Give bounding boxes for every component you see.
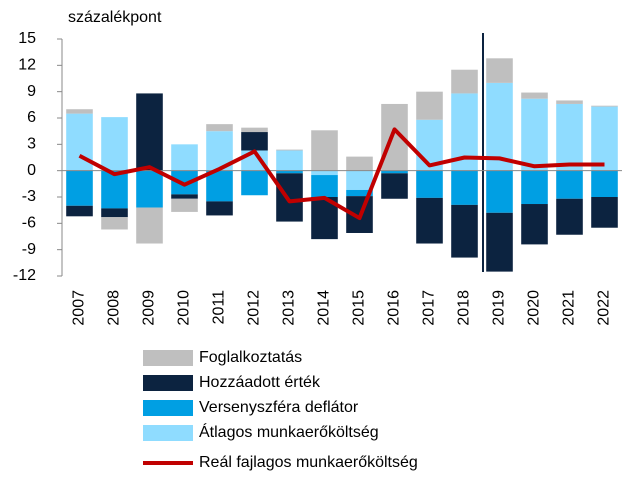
bar-segment <box>416 170 443 198</box>
y-tick-label: 12 <box>18 57 36 74</box>
bar-segment <box>591 197 618 228</box>
x-tick-label: 2008 <box>106 290 123 326</box>
bar-segment <box>136 207 163 244</box>
bar-segment <box>101 217 128 230</box>
bar-segment <box>381 170 408 174</box>
y-tick-label: -6 <box>22 215 36 232</box>
bar-segment <box>346 170 373 190</box>
x-tick-label: 2009 <box>141 290 158 326</box>
bar-segment <box>101 117 128 171</box>
bar-segment <box>101 208 128 218</box>
x-tick-label: 2012 <box>246 290 263 326</box>
y-tick-label: -12 <box>13 267 36 284</box>
bar-segment <box>66 205 93 217</box>
bar-segment <box>416 197 443 244</box>
bar-segment <box>381 173 408 199</box>
x-tick-label: 2016 <box>386 290 403 326</box>
bar-segment <box>486 58 513 83</box>
y-tick-label: -3 <box>22 188 36 205</box>
bar-segment <box>66 170 93 206</box>
bar-segment <box>101 170 128 209</box>
line <box>78 127 605 221</box>
y-tick-label: 6 <box>27 109 36 126</box>
x-tick-label: 2010 <box>176 290 193 326</box>
bar-segment <box>171 194 198 199</box>
bar-segment <box>276 170 303 174</box>
y-axis-label: százalékpont <box>68 9 162 26</box>
bar-segment <box>206 201 233 216</box>
x-tick-label: 2018 <box>456 290 473 326</box>
bar-segment <box>276 150 303 171</box>
bar-segment <box>521 170 548 205</box>
x-tick-label: 2014 <box>316 290 333 326</box>
legend-label: Versenyszféra deflátor <box>199 399 359 416</box>
y-tick-label: 9 <box>27 83 36 100</box>
bar-segment <box>591 106 618 171</box>
x-tick-label: 2017 <box>421 290 438 326</box>
legend-label: Reál fajlagos munkaerőköltség <box>199 454 418 471</box>
bar-segment <box>416 91 443 120</box>
bar-segment <box>591 170 618 197</box>
bar-segment <box>171 144 198 171</box>
bar-segment <box>521 204 548 245</box>
y-tick-label: 0 <box>27 162 36 179</box>
bar-segment <box>136 93 163 171</box>
bar-segment <box>521 98 548 171</box>
bar-segment <box>136 170 163 208</box>
bar-segment <box>556 103 583 171</box>
x-tick-label: 2020 <box>526 290 543 326</box>
legend-swatch <box>143 400 193 416</box>
x-tick-label: 2011 <box>211 290 228 325</box>
x-tick-label: 2022 <box>596 290 613 326</box>
y-tick-label: 15 <box>18 30 36 47</box>
x-tick-label: 2013 <box>281 290 298 326</box>
bar-segment <box>486 212 513 272</box>
bar-segment <box>276 173 303 222</box>
legend-swatch <box>143 375 193 391</box>
bar-segment <box>241 127 268 133</box>
bar-segment <box>241 170 268 196</box>
bars <box>66 58 618 272</box>
bar-segment <box>311 170 338 176</box>
legend-swatch <box>143 425 193 441</box>
x-tick-label: 2021 <box>561 290 578 326</box>
legend-label: Foglalkoztatás <box>199 349 302 366</box>
bar-segment <box>451 204 478 258</box>
bar-segment <box>346 156 373 171</box>
bar-segment <box>486 170 513 213</box>
legend-label: Hozzáadott érték <box>199 374 321 391</box>
bar-segment <box>206 124 233 132</box>
bar-segment <box>346 189 373 197</box>
bar-segment <box>276 149 303 151</box>
bar-segment <box>591 105 618 107</box>
legend-swatch <box>143 350 193 366</box>
bar-segment <box>311 175 338 197</box>
bar-segment <box>206 170 233 202</box>
bar-segment <box>171 198 198 212</box>
bar-segment <box>66 109 93 114</box>
bar-segment <box>311 130 338 171</box>
bar-segment <box>451 170 478 205</box>
bar-segment <box>521 92 548 99</box>
x-tick-label: 2015 <box>351 290 368 326</box>
bar-segment <box>451 69 478 94</box>
y-tick-label: -9 <box>22 241 36 258</box>
bar-segment <box>556 170 583 199</box>
x-tick-label: 2019 <box>491 290 508 326</box>
bar-segment <box>486 82 513 171</box>
legend-label: Átlagos munkaerőköltség <box>199 422 379 441</box>
x-tick-label: 2007 <box>71 290 88 326</box>
y-tick-label: 3 <box>27 136 36 153</box>
bar-segment <box>556 100 583 104</box>
bar-segment <box>241 132 268 151</box>
bar-segment <box>556 198 583 235</box>
